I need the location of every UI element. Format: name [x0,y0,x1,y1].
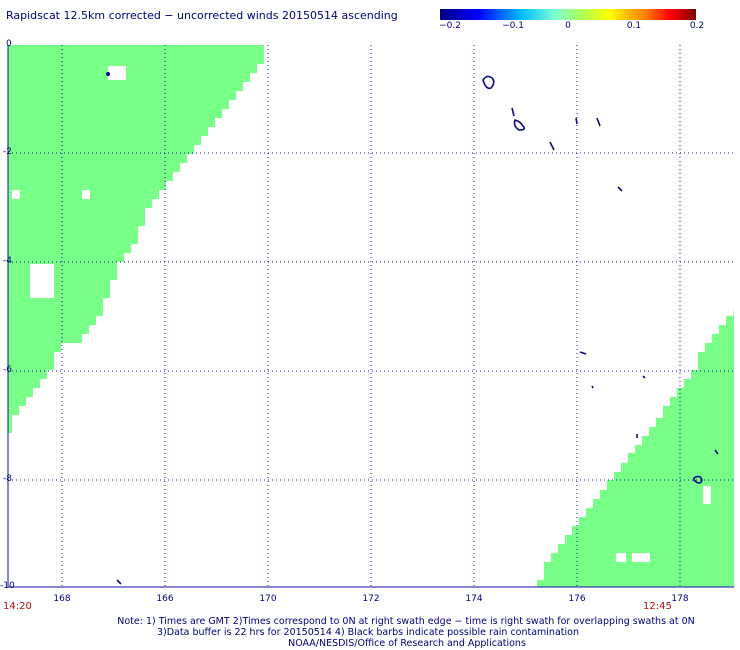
plot-frame [7,45,734,588]
x-tick-label: 176 [568,594,586,604]
island-dot [106,72,110,76]
x-tick-label: 170 [259,594,277,604]
y-tick-label: 0 [6,39,12,49]
colorbar-label: −0.2 [439,21,461,31]
y-tick-label: -4 [3,256,12,266]
x-tick-label: 178 [671,594,689,604]
island-outlines [116,75,719,585]
swath-right [537,308,734,587]
colorbar-label: 0 [565,21,571,31]
colorbar-label: 0.2 [689,21,705,31]
y-tick-label: -6 [3,365,12,375]
y-tick-label: -10 [0,581,15,591]
x-tick-label: 168 [53,594,71,604]
footnote-credit: NOAA/NESDIS/Office of Research and Appli… [288,638,526,649]
colorbar-label: −0.1 [502,21,524,31]
swath-time-right: 12:45 [643,601,672,612]
map-plot [7,45,734,588]
swath-left [8,45,264,433]
colorbar-legend: −0.2 −0.1 0 0.1 0.2 [439,9,704,39]
y-tick-label: -8 [3,474,12,484]
footnote-line-2: 3)Data buffer is 22 hrs for 20150514 4) … [157,627,579,638]
map-title: Rapidscat 12.5km corrected − uncorrected… [6,9,398,22]
swath-gaps [12,66,711,562]
x-tick-label: 166 [156,594,174,604]
colorbar-label: 0.1 [626,21,642,31]
colorbar [440,9,696,20]
x-tick-label: 174 [465,594,483,604]
footnote-line-1: Note: 1) Times are GMT 2)Times correspon… [117,616,695,627]
grid-lines [8,45,734,587]
swath-time-left: 14:20 [3,601,32,612]
y-tick-label: -2 [3,147,12,157]
x-tick-label: 172 [362,594,380,604]
